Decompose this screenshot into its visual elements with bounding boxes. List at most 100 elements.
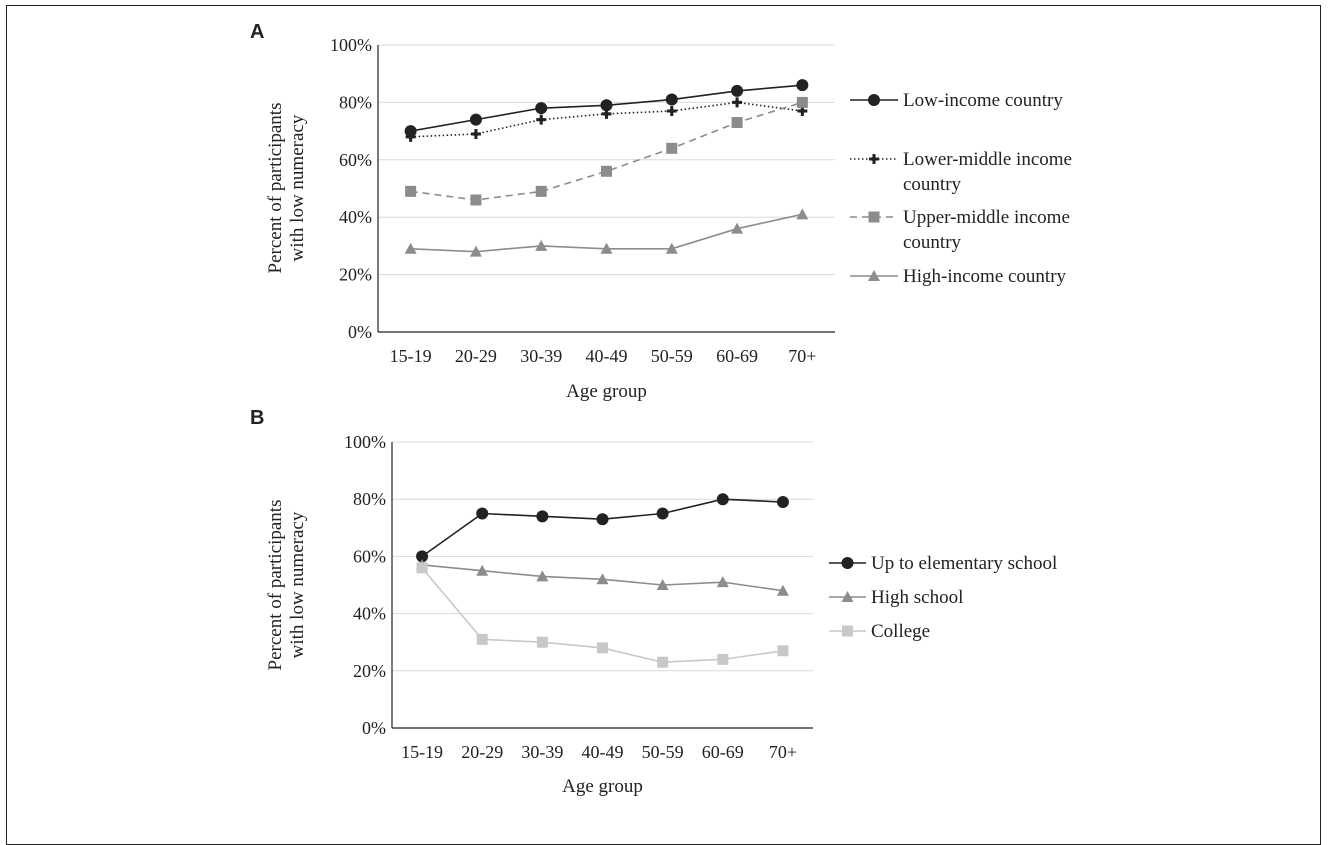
- x-tick-label: 20-29: [455, 346, 497, 366]
- legend-marker: [869, 154, 879, 164]
- legend-entry: College: [829, 621, 930, 642]
- y-tick-label: 40%: [353, 604, 386, 624]
- data-point: [731, 84, 744, 97]
- data-point: [536, 114, 547, 125]
- data-point: [476, 633, 488, 645]
- figure-frame: [6, 5, 1321, 845]
- data-point: [731, 116, 743, 128]
- data-point: [597, 642, 608, 654]
- x-tick-label: 20-29: [461, 742, 503, 762]
- y-axis-label-line: with low numeracy: [287, 114, 308, 261]
- y-axis-label-line: with low numeracy: [287, 511, 308, 658]
- y-axis-label: Percent of participantswith low numeracy: [265, 500, 308, 671]
- series-line: [421, 498, 783, 558]
- data-point: [469, 113, 482, 126]
- legend-label: country: [903, 232, 962, 253]
- legend-marker: [842, 625, 853, 637]
- chart-panel-a: A 0% 20% 40% 60% 80% 100% 15-19 20-29 30-39 40-49 5…: [250, 21, 1072, 402]
- panel-letter: A: [250, 21, 264, 43]
- legend-entry: High school: [829, 587, 963, 608]
- series-3: [404, 208, 809, 257]
- legend-entry: Upper-middle income country: [850, 207, 1070, 253]
- data-point: [776, 496, 789, 509]
- x-tick-label: 60-69: [716, 346, 758, 366]
- legend-label: Upper-middle income: [903, 207, 1070, 228]
- y-axis-label-line: Percent of participants: [265, 103, 286, 274]
- data-point: [796, 96, 808, 108]
- legend-marker: [868, 270, 880, 281]
- data-point: [416, 550, 429, 563]
- data-point: [732, 97, 743, 108]
- data-point: [665, 242, 678, 254]
- y-tick-label: 100%: [344, 432, 386, 452]
- x-tick-label: 30-39: [521, 742, 563, 762]
- series-0: [416, 493, 789, 563]
- data-point: [476, 507, 489, 520]
- chart-panel-b: B 0% 20% 40% 60% 80% 100% 15-19 20-29 30-39 40-49 5…: [250, 407, 1057, 797]
- data-point: [404, 125, 417, 138]
- legend-entry: Lower-middle income country: [850, 149, 1072, 195]
- data-point: [535, 102, 548, 115]
- x-tick-label: 40-49: [582, 742, 624, 762]
- data-point: [535, 185, 547, 197]
- y-tick-label: 40%: [339, 207, 372, 227]
- data-point: [470, 128, 481, 139]
- data-point: [535, 239, 548, 251]
- data-point: [600, 242, 613, 254]
- y-tick-label: 80%: [339, 92, 372, 112]
- data-point: [404, 242, 417, 254]
- y-tick-label: 60%: [339, 150, 372, 170]
- data-point: [656, 507, 669, 520]
- x-axis-label: Age group: [562, 776, 643, 797]
- data-point: [666, 106, 677, 117]
- legend-marker: [841, 591, 854, 602]
- data-point: [716, 493, 729, 506]
- series-0: [404, 79, 809, 138]
- data-point: [469, 245, 482, 257]
- data-point: [416, 562, 428, 574]
- y-tick-label: 60%: [353, 546, 386, 566]
- x-tick-label: 50-59: [651, 346, 693, 366]
- y-axis-label: Percent of participantswith low numeracy: [265, 103, 308, 274]
- data-point: [536, 636, 548, 648]
- x-tick-label: 40-49: [586, 346, 628, 366]
- y-tick-label: 20%: [353, 661, 386, 681]
- y-tick-label: 0%: [348, 322, 372, 342]
- series-2: [405, 96, 808, 206]
- data-point: [476, 564, 489, 576]
- y-tick-label: 80%: [353, 489, 386, 509]
- data-point: [777, 645, 789, 657]
- x-tick-label: 70+: [788, 346, 816, 366]
- data-point: [731, 222, 744, 234]
- data-point: [536, 510, 549, 523]
- data-point: [657, 656, 669, 668]
- data-point: [405, 185, 417, 197]
- x-tick-label: 15-19: [401, 742, 443, 762]
- legend-label: Lower-middle income: [903, 149, 1072, 170]
- panel-letter: B: [250, 407, 264, 429]
- data-point: [596, 513, 609, 526]
- series-2: [416, 562, 789, 668]
- data-point: [665, 93, 678, 106]
- data-point: [796, 208, 809, 220]
- y-tick-label: 0%: [362, 718, 386, 738]
- data-point: [776, 584, 789, 596]
- x-tick-label: 15-19: [390, 346, 432, 366]
- y-axis-label-line: Percent of participants: [265, 500, 286, 671]
- series-1: [416, 558, 789, 596]
- data-point: [716, 576, 729, 588]
- data-point: [405, 131, 416, 142]
- legend-label: Up to elementary school: [871, 553, 1057, 574]
- legend-entry: High-income country: [850, 266, 1067, 287]
- legend-label: High-income country: [903, 266, 1067, 287]
- x-tick-label: 70+: [769, 742, 797, 762]
- legend-label: College: [871, 621, 930, 642]
- data-point: [601, 165, 612, 177]
- y-tick-label: 20%: [339, 265, 372, 285]
- legend-label: country: [903, 174, 962, 195]
- x-axis-label: Age group: [566, 381, 647, 402]
- x-tick-label: 60-69: [702, 742, 744, 762]
- data-point: [656, 579, 669, 590]
- data-point: [717, 653, 729, 665]
